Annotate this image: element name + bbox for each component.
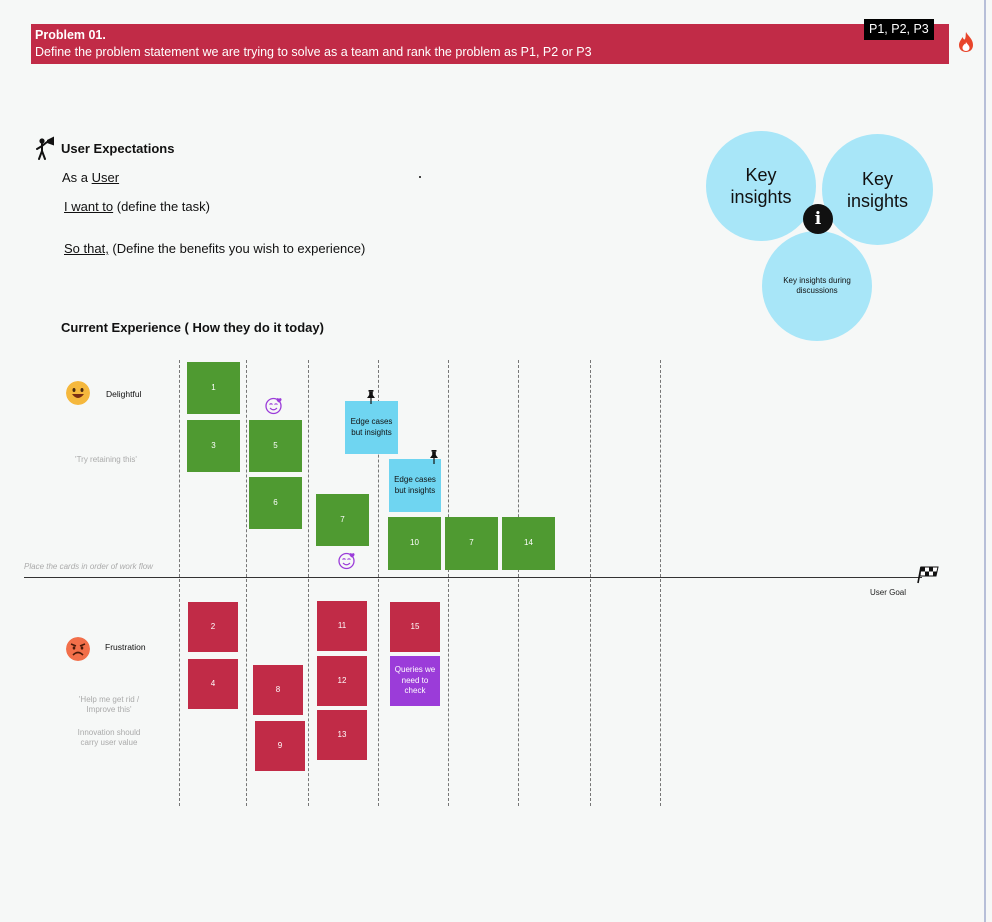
green-card[interactable]: 5 <box>249 420 302 472</box>
insight-circle-1[interactable]: Key insights <box>706 131 816 241</box>
red-card[interactable]: 4 <box>188 659 238 709</box>
rank-tag[interactable]: P1, P2, P3 <box>864 19 934 40</box>
right-border <box>984 0 986 922</box>
heart-eyes-icon <box>265 397 282 415</box>
green-card[interactable]: 1 <box>187 362 240 414</box>
info-icon[interactable]: i <box>803 204 833 234</box>
red-card[interactable]: 15 <box>390 602 440 652</box>
column-divider <box>590 360 591 806</box>
pin-icon <box>367 390 375 404</box>
column-divider <box>308 360 309 806</box>
as-a-prefix: As a <box>62 170 92 185</box>
so-that-line: So that, (Define the benefits you wish t… <box>64 241 365 256</box>
edge-case-card[interactable]: Edge cases but insights <box>389 459 441 512</box>
green-card[interactable]: 14 <box>502 517 555 570</box>
pin-icon <box>430 450 438 464</box>
column-divider <box>378 360 379 806</box>
column-divider <box>518 360 519 806</box>
heart-eyes-icon <box>338 552 355 570</box>
frustration-label: Frustration <box>105 642 146 652</box>
edge-case-card[interactable]: Edge cases but insights <box>345 401 398 454</box>
happy-face-icon <box>66 381 90 405</box>
i-want-to-rest: (define the task) <box>113 199 210 214</box>
checkered-flag-icon <box>917 566 939 584</box>
current-experience-title: Current Experience ( How they do it toda… <box>61 320 324 335</box>
green-card[interactable]: 7 <box>316 494 369 546</box>
red-card[interactable]: 11 <box>317 601 367 651</box>
frustration-hint: 'Help me get rid / Improve this' <box>78 695 140 714</box>
green-card[interactable]: 6 <box>249 477 302 529</box>
red-card[interactable]: 12 <box>317 656 367 706</box>
red-card[interactable]: 13 <box>317 710 367 760</box>
user-expectations-title: User Expectations <box>61 141 175 156</box>
user-goal-label: User Goal <box>870 588 907 597</box>
problem-title: Problem 01. <box>35 28 106 42</box>
delightful-label: Delightful <box>106 389 142 399</box>
insight-circle-1-label: Key insights <box>730 165 792 207</box>
insight-circle-2-label: Key insights <box>846 168 909 211</box>
green-card[interactable]: 10 <box>388 517 441 570</box>
insight-circle-2[interactable]: Key insights <box>822 134 933 245</box>
problem-statement: Define the problem statement we are tryi… <box>35 45 592 59</box>
megaphone-person-icon <box>36 136 54 160</box>
column-divider <box>660 360 661 806</box>
i-want-to-line: I want to (define the task) <box>64 199 210 214</box>
as-a-line: As a User <box>62 170 119 185</box>
insight-circle-3[interactable]: Key insights during discussions <box>762 231 872 341</box>
green-card[interactable]: 7 <box>445 517 498 570</box>
column-divider <box>179 360 180 806</box>
so-that-rest: (Define the benefits you wish to experie… <box>108 241 366 256</box>
red-card[interactable]: 9 <box>255 721 305 771</box>
stray-dot <box>419 176 421 178</box>
insight-circle-3-label: Key insights during discussions <box>783 276 851 295</box>
fire-icon <box>959 32 973 52</box>
as-a-value[interactable]: User <box>91 170 120 185</box>
frustration-hint-2: Innovation should carry user value <box>77 728 141 747</box>
delightful-hint: 'Try retaining this' <box>75 455 137 464</box>
red-card[interactable]: 8 <box>253 665 303 715</box>
column-divider <box>246 360 247 806</box>
problem-banner[interactable]: Problem 01. Define the problem statement… <box>31 24 949 64</box>
red-card[interactable]: 2 <box>188 602 238 652</box>
workflow-axis <box>24 577 922 578</box>
place-cards-hint: Place the cards in order of work flow <box>24 562 153 571</box>
column-divider <box>448 360 449 806</box>
green-card[interactable]: 3 <box>187 420 240 472</box>
so-that-label[interactable]: So that, <box>64 241 109 256</box>
angry-face-icon <box>66 637 90 661</box>
i-want-to-label[interactable]: I want to <box>64 199 114 214</box>
queries-card[interactable]: Queries we need to check <box>390 656 440 706</box>
